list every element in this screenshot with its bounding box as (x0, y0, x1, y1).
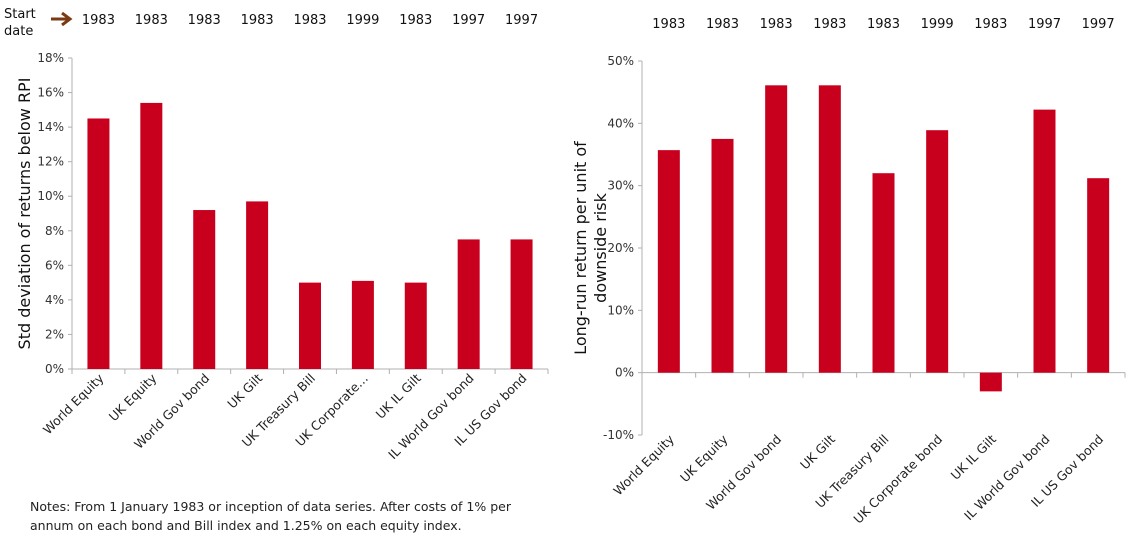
y-axis-title: Std deviation of returns below RPI (15, 78, 34, 350)
start-date-value: 1997 (1082, 17, 1115, 32)
y-tick-label: 2% (45, 327, 64, 341)
y-tick-label: 10% (37, 189, 64, 203)
bar-2 (140, 102, 163, 369)
y-tick-label: 0% (615, 366, 634, 380)
start-date-value: 1997 (1028, 17, 1061, 32)
bar-8 (1033, 109, 1056, 373)
y-tick-label: 18% (37, 51, 64, 65)
start-date-value: 1983 (813, 17, 846, 32)
bar-7 (979, 372, 1002, 392)
y-tick-label: 16% (37, 86, 64, 100)
y-tick-label: 6% (45, 258, 64, 272)
start-date-value: 1983 (760, 17, 793, 32)
bar-4 (246, 201, 269, 369)
bar-7 (404, 282, 427, 369)
bar-6 (351, 280, 374, 369)
start-date-value: 1999 (921, 17, 954, 32)
bar-9 (510, 239, 533, 369)
bar-3 (193, 210, 216, 369)
bar-5 (299, 282, 321, 369)
y-tick-label: 20% (607, 241, 634, 255)
category-label: UK IL Gilt (373, 370, 424, 421)
category-label: UK IL Gilt (948, 431, 999, 482)
y-tick-label: 30% (607, 179, 634, 193)
category-label: UK Gilt (797, 431, 838, 472)
notes-line-2: annum on each bond and Bill index and 1.… (30, 518, 462, 533)
bar-4 (818, 85, 841, 373)
start-date-value: 1997 (505, 13, 538, 28)
start-date-label: Start date (4, 6, 36, 40)
right-arrow-icon (51, 12, 73, 26)
category-label: UK Gilt (224, 370, 265, 411)
y-axis-title: Long-run return per unit of (571, 141, 590, 355)
bar-1 (657, 150, 680, 373)
start-date-label-line2: date (4, 24, 34, 39)
start-date-value: 1983 (82, 13, 115, 28)
bar-3 (765, 85, 788, 373)
bar-8 (457, 239, 480, 369)
start-date-value: 1983 (241, 13, 274, 28)
bar-9 (1087, 178, 1110, 373)
y-axis-title: downside risk (591, 192, 610, 302)
start-date-value: 1983 (652, 17, 685, 32)
category-label: UK Equity (106, 370, 160, 424)
start-date-value: 1983 (974, 17, 1007, 32)
notes: Notes: From 1 January 1983 or inception … (30, 497, 590, 535)
y-tick-label: 10% (607, 303, 634, 317)
start-date-value: 1983 (188, 13, 221, 28)
notes-line-1: Notes: From 1 January 1983 or inception … (30, 499, 511, 514)
y-tick-label: 4% (45, 293, 64, 307)
start-date-value: 1983 (293, 13, 326, 28)
y-tick-label: 40% (607, 116, 634, 130)
y-tick-label: -10% (603, 428, 634, 442)
y-tick-label: 50% (607, 54, 634, 68)
start-date-value: 1999 (346, 13, 379, 28)
bar-1 (87, 118, 110, 369)
category-label: World Equity (40, 370, 107, 437)
start-date-value: 1983 (706, 17, 739, 32)
y-tick-label: 0% (45, 362, 64, 376)
y-tick-label: 14% (37, 120, 64, 134)
start-date-label-line1: Start (4, 7, 36, 22)
downside-std-chart: 0% 2% 4% 6% 8% 10% 12% 14% 16% 18% 1983 World Equit… (15, 13, 549, 462)
y-tick-label: 8% (45, 224, 64, 238)
bar-6 (926, 130, 949, 373)
start-date-value: 1983 (135, 13, 168, 28)
category-label: UK Corporate bond (850, 432, 945, 527)
bar-5 (872, 173, 895, 373)
category-label: UK Equity (677, 431, 731, 485)
bar-2 (711, 138, 734, 373)
start-date-value: 1983 (399, 13, 432, 28)
y-tick-label: 12% (37, 155, 64, 169)
start-date-value: 1997 (452, 13, 485, 28)
start-date-value: 1983 (867, 17, 900, 32)
